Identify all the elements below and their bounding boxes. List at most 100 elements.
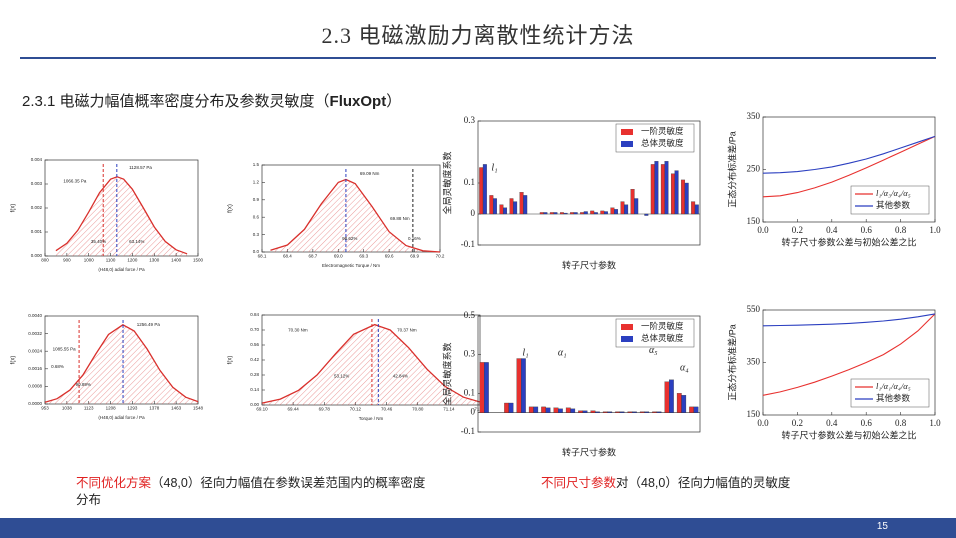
x-tick-label: 71.14 <box>443 407 455 412</box>
heading-text: ） <box>386 93 402 110</box>
y-tick-label: 0.003 <box>31 181 43 186</box>
bar <box>681 395 687 413</box>
bar <box>664 381 670 413</box>
bar <box>543 212 548 215</box>
bar <box>607 411 613 413</box>
y-tick-label: 0.3 <box>253 232 260 237</box>
y-tick-label: 0.00 <box>250 402 259 407</box>
bar <box>670 173 675 215</box>
y-tick-label: 0.000 <box>31 253 43 258</box>
bar <box>684 182 689 215</box>
heading-text: 2.3.1 电磁力幅值概率密度分布及参数灵敏度（ <box>22 93 330 110</box>
legend-swatch <box>621 336 633 342</box>
annotation: 0.68% <box>51 364 64 369</box>
x-tick-label: 0.0 <box>757 418 769 428</box>
bar <box>664 161 669 215</box>
annotation: 0.16% <box>408 236 421 241</box>
density-fill <box>262 324 480 405</box>
caption: 不同优化方案（48,0）径向力幅值在参数误差范围内的概率密度分布 <box>76 475 436 509</box>
bar <box>681 179 686 215</box>
legend-label: 一阶灵敏度 <box>641 126 684 136</box>
x-tick-label: 1463 <box>171 406 182 411</box>
bar <box>479 362 485 413</box>
legend-label: 其他参数 <box>876 393 911 403</box>
bar <box>650 164 655 215</box>
y-axis-label: f(x) <box>228 204 234 213</box>
y-tick-label: 0.0032 <box>28 331 42 336</box>
bar <box>570 212 575 215</box>
bar <box>492 198 497 215</box>
y-tick-label: 0.001 <box>31 229 43 234</box>
y-tick-label: 0.0000 <box>28 401 42 406</box>
annotation: 35.40% <box>91 239 106 244</box>
y-tick-label: 150 <box>747 216 761 226</box>
x-axis-label: 转子尺寸参数公差与初始公差之比 <box>781 429 916 440</box>
annotation: α₄ <box>680 362 689 373</box>
y-tick-label: 350 <box>747 357 761 367</box>
x-axis-label: Torque / Nm <box>359 416 384 421</box>
y-tick-label: 0.9 <box>253 197 260 202</box>
x-tick-label: 1038 <box>62 406 73 411</box>
bar <box>590 210 595 215</box>
x-tick-label: 70.2 <box>436 254 445 259</box>
y-tick-label: 0.004 <box>31 157 43 162</box>
page-number: 15 <box>876 521 888 532</box>
x-tick-label: 0.0 <box>757 225 769 235</box>
x-tick-label: 0.4 <box>826 225 838 235</box>
y-tick-label: 0.14 <box>250 387 259 392</box>
bar <box>590 410 596 413</box>
x-tick-label: 0.4 <box>826 418 838 428</box>
bar <box>503 207 508 215</box>
y-tick-label: 0.0040 <box>28 313 42 318</box>
legend-label: 总体灵敏度 <box>641 138 684 148</box>
bar <box>593 212 598 215</box>
y-tick-label: 0.0 <box>253 249 260 254</box>
legend-box <box>850 378 930 408</box>
bar <box>669 379 674 413</box>
x-tick-label: 0.8 <box>895 418 907 428</box>
legend-label: 一阶灵敏度 <box>641 321 684 331</box>
y-tick-label: 0.0008 <box>28 384 42 389</box>
bar <box>634 198 639 215</box>
x-axis-label: (H48,0) adial force / Pa <box>98 267 145 272</box>
caption-text: 对（48,0）径向力幅值的灵敏度 <box>616 476 791 490</box>
y-tick-label: 0.56 <box>250 342 259 347</box>
annotation: 1256.49 Pa <box>137 322 161 327</box>
y-tick-label: 350 <box>747 111 761 121</box>
annotation: 70.37 Nm <box>397 327 417 332</box>
bar <box>691 201 696 215</box>
bar <box>521 358 526 413</box>
bar <box>644 411 650 413</box>
legend-swatch <box>621 129 633 135</box>
bar <box>583 211 588 215</box>
x-tick-label: 0.6 <box>861 225 873 235</box>
x-tick-label: 69.3 <box>359 254 368 259</box>
x-tick-label: 1378 <box>149 406 160 411</box>
x-tick-label: 69.44 <box>288 407 300 412</box>
bar <box>570 408 576 413</box>
x-tick-label: 69.10 <box>256 407 268 412</box>
annotation: l₁ <box>491 162 497 173</box>
y-tick-label: 0.0024 <box>28 348 42 353</box>
density-curve <box>270 178 441 253</box>
x-axis-label: 转子尺寸参数公差与初始公差之比 <box>781 236 916 247</box>
x-tick-label: 1100 <box>106 258 116 263</box>
x-tick-label: 68.1 <box>258 254 267 259</box>
y-axis-label: 全局灵敏度系数 <box>441 342 452 405</box>
x-tick-label: 69.0 <box>334 254 343 259</box>
x-tick-label: 1400 <box>171 258 182 263</box>
x-tick-label: 1548 <box>193 406 204 411</box>
x-tick-label: 1.0 <box>929 418 941 428</box>
density-curve <box>44 324 199 403</box>
y-axis-label: f(x) <box>11 204 17 213</box>
y-tick-label: 150 <box>747 409 761 419</box>
line <box>762 313 936 327</box>
bar <box>533 406 539 413</box>
bar <box>620 201 625 215</box>
bar <box>654 161 659 215</box>
y-tick-label: 0.1 <box>464 387 475 397</box>
x-axis-label: 转子尺寸参数 <box>562 446 616 457</box>
annotation: 70.30 Nm <box>288 327 308 332</box>
y-axis-label: 正态分布标准差/Pa <box>726 324 737 401</box>
